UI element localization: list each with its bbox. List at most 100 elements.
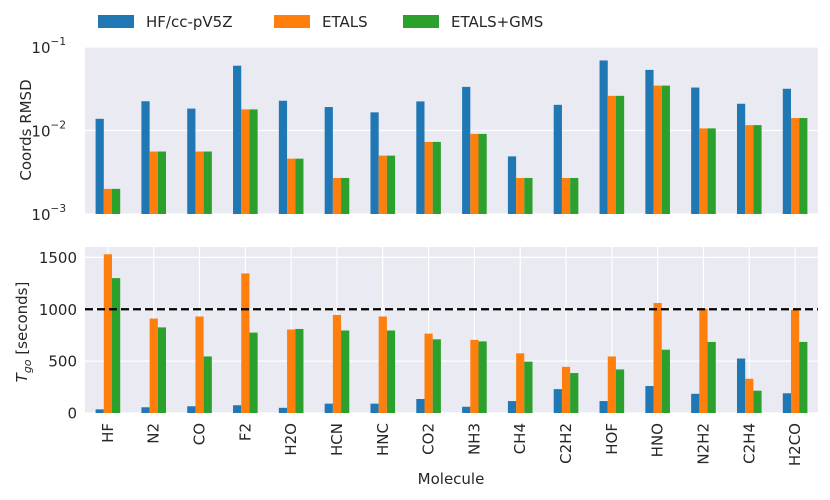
top-y-tick-label: 10−2 [31, 120, 66, 141]
bottom-bars [95, 254, 808, 413]
bottom-bar-h2o-etals [287, 329, 296, 413]
bottom-y-tick-label: 500 [48, 353, 77, 371]
top-bar-c2h2-etals-gms [570, 177, 579, 214]
top-bar-hno-hf-cc-pv5z [645, 69, 654, 214]
top-bar-hof-etals-gms [615, 95, 625, 214]
bottom-bar-n2-etals-gms [157, 327, 167, 413]
bottom-bar-h2o-hf-cc-pv5z [278, 407, 288, 413]
bottom-bar-hcn-hf-cc-pv5z [324, 403, 333, 413]
bottom-bar-hno-etals-gms [661, 349, 670, 413]
bottom-bar-c2h4-hf-cc-pv5z [736, 358, 746, 413]
top-bar-f2-etals-gms [249, 109, 258, 214]
bottom-bar-c2h2-etals [561, 366, 571, 413]
top-bar-co2-hf-cc-pv5z [416, 101, 425, 214]
top-bar-hno-etals [653, 85, 662, 214]
legend: HF/cc-pV5Z ETALS ETALS+GMS [98, 13, 543, 31]
bottom-bar-c2h4-etals [745, 378, 754, 413]
top-bar-f2-hf-cc-pv5z [233, 65, 242, 214]
bottom-y-axis-label: Tgo [seconds] [13, 282, 34, 383]
bottom-y-tick-label: 0 [67, 405, 77, 423]
bottom-bar-hno-etals [653, 303, 662, 413]
bottom-bar-hnc-etals [378, 316, 387, 413]
bottom-bar-c2h4-etals-gms [753, 390, 762, 413]
bottom-bar-hof-etals [607, 356, 616, 413]
top-y-tick-label: 10−3 [31, 203, 66, 224]
bottom-bar-ch4-etals-gms [524, 361, 533, 413]
bottom-bar-hno-hf-cc-pv5z [645, 386, 654, 413]
top-bar-co2-etals-gms [432, 141, 441, 214]
bottom-bar-nh3-etals-gms [478, 341, 487, 413]
top-bar-n2h2-etals [699, 128, 708, 214]
legend-label-etals: ETALS [322, 13, 368, 31]
x-axis-label: Molecule [418, 470, 485, 488]
x-tick-label-n2: N2 [145, 423, 163, 444]
top-bar-ch4-hf-cc-pv5z [507, 156, 517, 214]
x-tick-label-c2h4: C2H4 [740, 423, 758, 464]
bottom-bar-hf-etals [103, 254, 113, 413]
top-bar-h2o-etals-gms [295, 158, 304, 214]
top-bar-nh3-hf-cc-pv5z [462, 86, 471, 214]
top-bar-hf-etals [103, 188, 113, 214]
top-bar-c2h2-etals [561, 177, 571, 214]
x-tick-label-f2: F2 [236, 423, 254, 441]
bottom-bar-hf-etals-gms [112, 278, 121, 413]
top-bar-h2o-etals [287, 158, 296, 214]
top-bar-hcn-hf-cc-pv5z [324, 107, 333, 214]
top-y-tick-label: 10−1 [31, 36, 66, 57]
top-bar-hnc-etals [378, 155, 387, 214]
top-bar-hnc-etals-gms [386, 155, 396, 214]
bottom-bar-co-etals-gms [203, 356, 212, 413]
bottom-bar-n2h2-etals-gms [707, 341, 716, 413]
bottom-y-tick-label: 1500 [39, 249, 77, 267]
x-tick-label-hnc: HNC [374, 423, 392, 456]
bottom-bar-hof-etals-gms [615, 369, 625, 413]
top-bar-n2h2-hf-cc-pv5z [691, 87, 700, 214]
bottom-bar-ch4-hf-cc-pv5z [507, 401, 517, 413]
top-bar-h2co-etals-gms [799, 118, 808, 214]
top-bar-nh3-etals [470, 133, 479, 214]
top-bar-c2h2-hf-cc-pv5z [553, 104, 562, 214]
top-bar-n2-etals [149, 151, 158, 214]
top-panel: 10−1 10−2 10−3 Coords RMSD [17, 36, 818, 224]
top-bar-hof-etals [607, 95, 616, 214]
bottom-bar-hof-hf-cc-pv5z [599, 401, 608, 413]
top-bar-h2co-etals [790, 118, 800, 214]
top-bar-hf-hf-cc-pv5z [95, 118, 104, 214]
top-bar-f2-etals [241, 109, 250, 214]
top-bar-n2-hf-cc-pv5z [141, 101, 150, 214]
top-bars [95, 60, 808, 214]
top-bar-co-hf-cc-pv5z [187, 108, 196, 214]
bottom-bar-co2-etals-gms [432, 339, 441, 413]
x-tick-labels: HF N2 CO F2 H2O HCN HNC CO2 NH3 CH4 C2H2 HOF HNO N2H2… [99, 423, 804, 466]
bottom-bar-h2o-etals-gms [295, 328, 304, 413]
legend-label-hf: HF/cc-pV5Z [146, 13, 232, 31]
top-bar-n2-etals-gms [157, 151, 167, 214]
top-bar-co-etals [195, 151, 204, 214]
x-tick-label-hf: HF [99, 423, 117, 443]
x-tick-label-n2h2: N2H2 [694, 423, 712, 465]
top-bar-hof-hf-cc-pv5z [599, 60, 608, 214]
top-bar-hcn-etals [332, 177, 342, 214]
bottom-bar-hnc-etals-gms [386, 330, 396, 413]
bottom-bar-n2-etals [149, 318, 158, 413]
bottom-bar-hnc-hf-cc-pv5z [370, 403, 379, 413]
x-tick-label-h2co: H2CO [786, 423, 804, 466]
top-bar-hno-etals-gms [661, 85, 670, 214]
bottom-bar-ch4-etals [516, 353, 525, 413]
top-y-axis-label: Coords RMSD [17, 79, 35, 180]
bottom-y-tick-label: 1000 [39, 301, 77, 319]
bottom-bar-f2-etals [241, 273, 250, 413]
tgo-symbol: T [13, 371, 31, 382]
top-bar-n2h2-etals-gms [707, 128, 716, 214]
bottom-bar-f2-etals-gms [249, 332, 258, 413]
top-bar-hf-etals-gms [112, 188, 121, 214]
bottom-bar-nh3-hf-cc-pv5z [462, 406, 471, 413]
x-tick-label-ch4: CH4 [511, 423, 529, 454]
bottom-panel: 0 500 1000 1500 HF N2 CO F2 H2O HCN HNC CO2 NH3 CH4 C… [13, 247, 818, 488]
bottom-bar-hcn-etals-gms [341, 330, 350, 413]
x-tick-label-c2h2: C2H2 [557, 423, 575, 464]
top-bar-hnc-hf-cc-pv5z [370, 112, 379, 214]
x-tick-label-h2o: H2O [282, 423, 300, 456]
legend-swatch-hf [98, 15, 134, 28]
